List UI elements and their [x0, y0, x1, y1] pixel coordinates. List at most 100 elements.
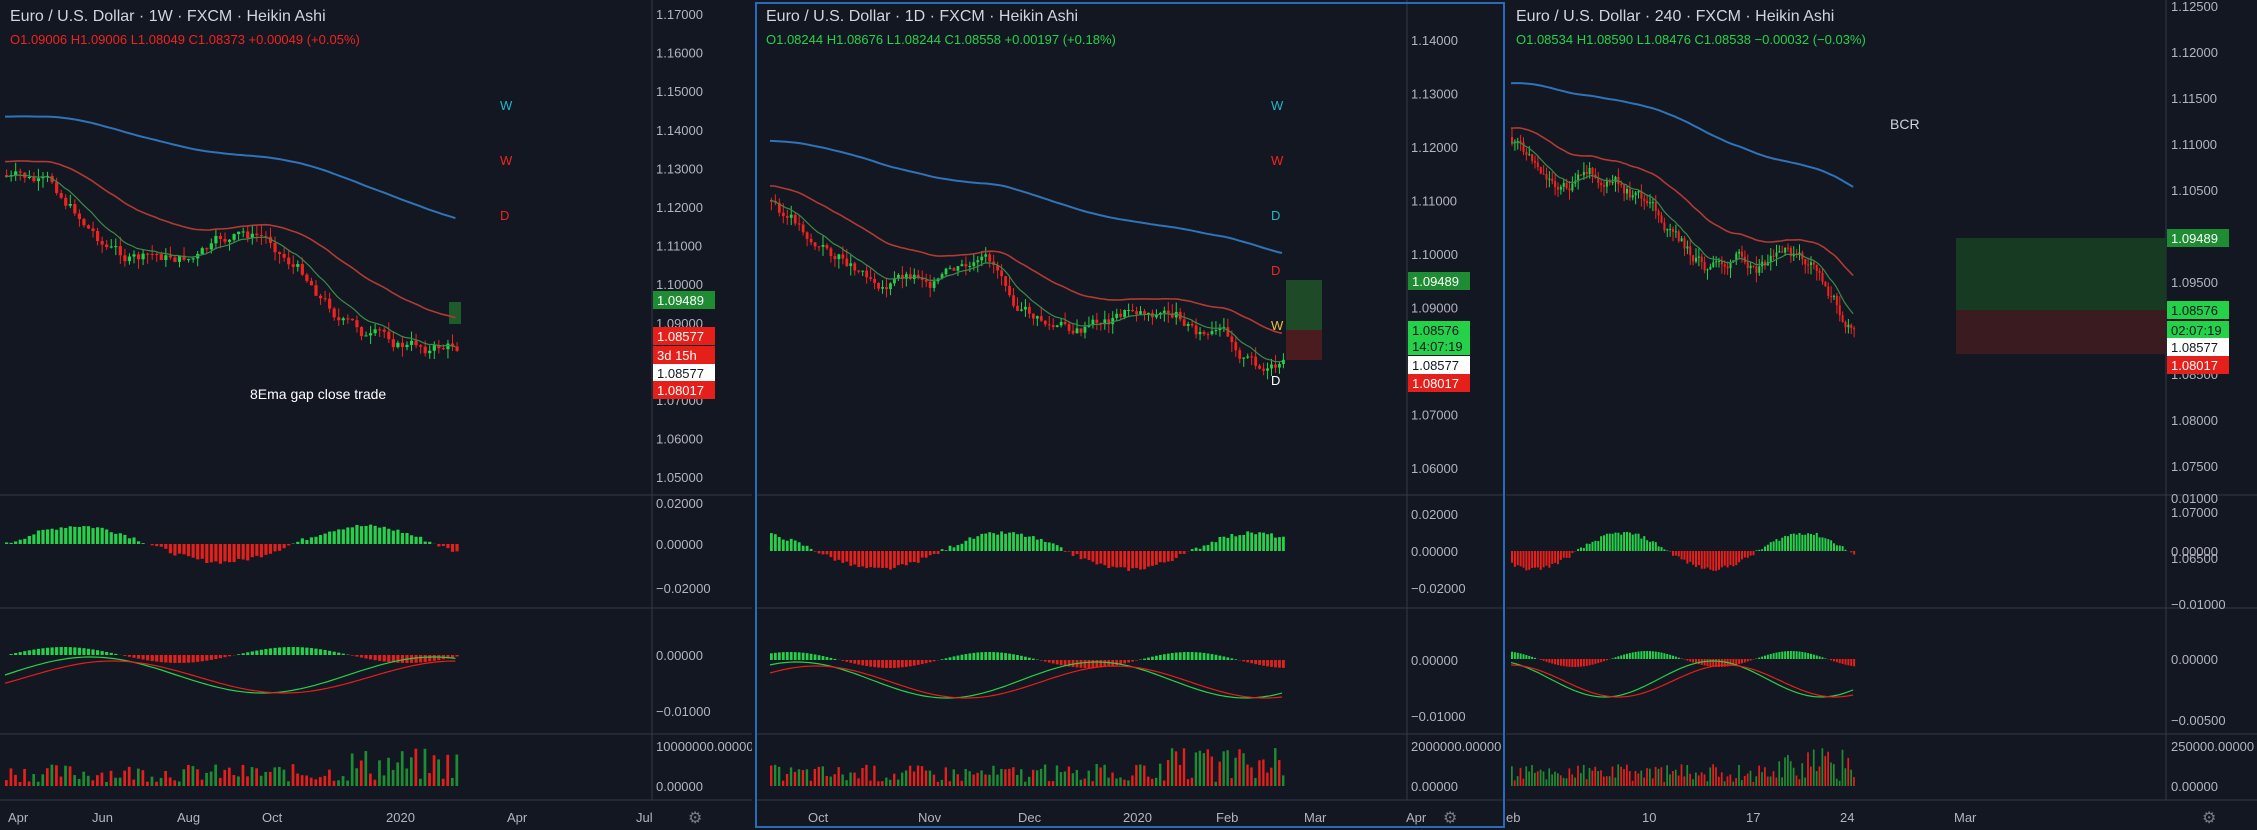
indicator1-bar — [1020, 533, 1023, 551]
candle-body — [373, 329, 377, 334]
position-box — [449, 302, 461, 324]
indicator1-bar — [1654, 542, 1657, 551]
indicator1-bar — [1761, 549, 1764, 551]
indicator1-bar — [1127, 551, 1131, 571]
volume-bar — [227, 767, 231, 786]
indicator2-bar — [1769, 653, 1772, 659]
indicator2-bar — [1787, 651, 1790, 659]
indicator1-bar — [350, 527, 354, 544]
indicator1-bar — [1554, 551, 1557, 563]
indicator1-bar — [1274, 537, 1277, 551]
candle-body — [1548, 178, 1551, 180]
price-label-bg — [2167, 229, 2229, 247]
candle-body — [1835, 295, 1838, 306]
volume-bar — [1787, 755, 1789, 786]
indicator2-bar — [136, 655, 141, 659]
indicator2-bar — [773, 652, 777, 660]
indicator1-bar — [1262, 532, 1265, 551]
candle-body — [1669, 229, 1672, 231]
indicator1-bar — [1715, 551, 1718, 571]
indicator2-bar — [1083, 660, 1087, 668]
price-label-bg — [2167, 301, 2229, 319]
indicator1-bar — [1746, 551, 1749, 558]
volume-bar — [1206, 749, 1209, 786]
indicator1-bar — [59, 527, 63, 544]
ema-long-line — [1510, 82, 1854, 188]
indicator2-bar — [781, 652, 785, 660]
indicator1-bar — [881, 551, 884, 568]
indicator1-bar — [227, 544, 232, 563]
candle-body — [1522, 142, 1525, 153]
indicator2-bar — [932, 660, 936, 662]
candle-body — [1534, 160, 1537, 163]
candle-body — [996, 264, 1000, 271]
price-tick-label: 1.15000 — [656, 84, 703, 99]
indicator1-bar — [1012, 532, 1015, 551]
indicator1-bar — [1528, 551, 1531, 570]
volume-bar — [1833, 764, 1835, 786]
volume-bar — [332, 780, 336, 786]
candle-body — [857, 270, 861, 272]
indicator1-bar — [73, 526, 77, 544]
indicator1-bar — [1626, 531, 1629, 551]
indicator1-bar — [813, 551, 817, 552]
volume-bar — [387, 757, 390, 786]
candle-body — [1079, 328, 1083, 333]
chart-pane-daily[interactable]: 1.14000 1.13000 1.12000 1.11000 1.10000 1.090… — [756, 0, 1504, 830]
volume-bar — [1830, 762, 1832, 786]
volume-bar — [187, 764, 190, 786]
volume-bar — [1795, 775, 1798, 786]
volume-bar — [68, 766, 72, 786]
indicator1-bar — [364, 525, 368, 544]
indicator2-bar — [1568, 659, 1571, 667]
symbol-title[interactable]: Euro / U.S. Dollar · 240 · FXCM · Heikin… — [1516, 8, 1835, 25]
chart-canvas-daily[interactable]: 1.14000 1.13000 1.12000 1.11000 1.10000 1.090… — [756, 0, 1504, 830]
candle-body — [1242, 357, 1246, 359]
volume-bar — [1012, 767, 1015, 786]
candle-body — [255, 233, 259, 236]
indicator2-bar — [980, 652, 984, 660]
candle-body — [1531, 154, 1534, 161]
price-tick-label: 1.07000 — [2171, 505, 2218, 520]
volume-bar — [118, 777, 122, 786]
volume-bar — [200, 779, 204, 786]
indicator1-bar — [1158, 551, 1162, 563]
volume-bar — [1700, 772, 1703, 786]
indicator2-tick-label: 0.00000 — [2171, 652, 2218, 667]
indicator2-bar — [1669, 654, 1672, 659]
candle-body — [223, 238, 227, 242]
indicator2-bar — [972, 652, 976, 660]
indicator2-bar — [1282, 660, 1285, 668]
chart-canvas-weekly[interactable]: 1.17000 1.16000 1.15000 1.14000 1.13000 1.120… — [0, 0, 752, 830]
indicator1-bar — [378, 527, 382, 544]
candle-body — [1135, 311, 1138, 315]
setup-note: BCR — [1890, 116, 1920, 132]
candle-body — [1210, 331, 1214, 335]
chart-pane-240[interactable]: 1.125001.120001.115001.110001.105001.100… — [1506, 0, 2257, 830]
indicator1-bar — [1657, 546, 1660, 551]
indicator2-bar — [900, 660, 904, 668]
indicator2-bar — [1741, 659, 1744, 664]
volume-bar — [1539, 769, 1542, 786]
volume-bar — [232, 775, 236, 786]
indicator1-bar — [1695, 551, 1698, 568]
indicator1-bar — [355, 524, 359, 544]
symbol-title[interactable]: Euro / U.S. Dollar · 1W · FXCM · Heikin … — [10, 8, 326, 25]
volume-bar — [1657, 768, 1660, 786]
chart-pane-weekly[interactable]: 1.17000 1.16000 1.15000 1.14000 1.13000 1.120… — [0, 0, 752, 830]
time-tick-label: Apr — [507, 810, 528, 825]
candle-body — [1063, 321, 1067, 325]
chart-canvas-240[interactable]: 1.125001.120001.115001.110001.105001.100… — [1506, 0, 2257, 830]
volume-bar — [924, 770, 928, 786]
indicator2-bar — [455, 655, 459, 657]
symbol-title[interactable]: Euro / U.S. Dollar · 1D · FXCM · Heikin … — [766, 8, 1079, 25]
indicator1-bar — [1709, 551, 1712, 570]
indicator2-bar — [1194, 652, 1198, 660]
position-box — [1286, 280, 1322, 330]
indicator1-bar — [5, 542, 9, 544]
indicator2-bar — [391, 655, 395, 663]
ema-fast-line — [4, 174, 456, 348]
indicator2-bar — [187, 655, 191, 663]
candle-body — [1637, 191, 1640, 193]
volume-bar — [1706, 781, 1709, 786]
